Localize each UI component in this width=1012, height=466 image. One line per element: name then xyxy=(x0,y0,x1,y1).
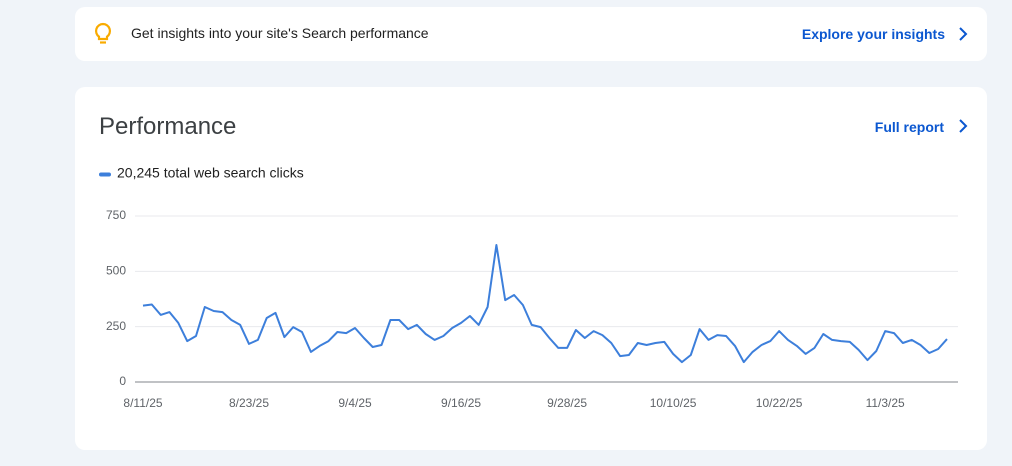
legend-label: 20,245 total web search clicks xyxy=(117,165,304,181)
x-tick-label: 10/22/25 xyxy=(756,396,803,410)
x-tick-label: 8/23/25 xyxy=(229,396,269,410)
x-tick-label: 10/10/25 xyxy=(650,396,697,410)
card-title: Performance xyxy=(99,113,237,140)
y-tick-label: 750 xyxy=(106,208,126,222)
performance-card: Performance Full report xyxy=(75,87,987,450)
x-tick-label: 9/16/25 xyxy=(441,396,481,410)
banner-text: Get insights into your site's Search per… xyxy=(131,25,429,41)
explore-link[interactable]: Explore your insights xyxy=(801,26,945,42)
data-line xyxy=(142,244,948,364)
y-tick-label: 500 xyxy=(106,264,126,278)
insights-banner: Get insights into your site's Search per… xyxy=(75,7,987,61)
full-report-link[interactable]: Full report xyxy=(874,119,944,135)
x-tick-label: 9/4/25 xyxy=(338,396,372,410)
x-tick-label: 8/11/25 xyxy=(123,396,162,410)
x-tick-label: 11/3/25 xyxy=(866,396,905,410)
chevron-icon[interactable] xyxy=(957,118,969,134)
x-tick-label: 9/28/25 xyxy=(547,396,587,410)
y-tick-label: 250 xyxy=(106,319,126,333)
chevron-icon[interactable] xyxy=(957,26,969,42)
legend-swatch xyxy=(99,172,111,177)
y-tick-label: 0 xyxy=(119,374,126,388)
lightbulb-icon xyxy=(94,22,112,44)
